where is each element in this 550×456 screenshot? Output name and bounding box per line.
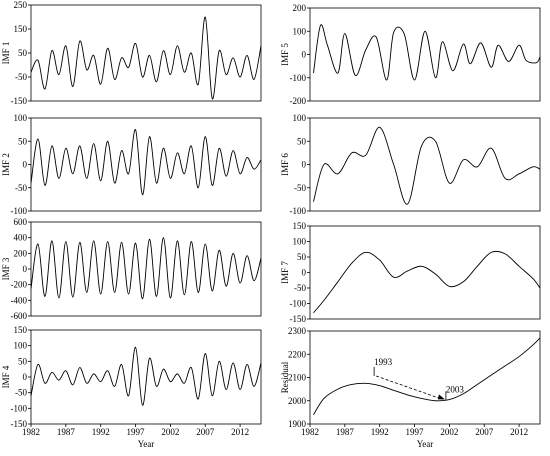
- imf4-series-line: [30, 346, 262, 406]
- imf5-series-line: [313, 24, 541, 81]
- imf3-ytick-label: -400: [11, 295, 28, 305]
- imf5-ytick-label: 100: [293, 26, 307, 36]
- residual-ytick-label: 2200: [288, 349, 307, 359]
- panel-imf6: -100 -50 0 50 100 IMF 6: [280, 113, 541, 216]
- residual-xtick-label: 1992: [371, 427, 389, 437]
- imf6-ytick-label: 0: [302, 160, 307, 170]
- imf1-plot-frame: [30, 4, 262, 102]
- imf4-ytick-label: 0: [23, 372, 28, 382]
- panel-imf4: -150 -100 -50 0 50 100 150 1982 1987 1992 1997 2002…: [1, 325, 262, 449]
- imf4-ytick-label: 50: [18, 356, 28, 366]
- residual-x-axis-label: Year: [417, 439, 434, 449]
- imf2-ytick-label: -100: [11, 206, 28, 216]
- imf4-x-axis-label: Year: [138, 439, 155, 449]
- residual-ytick-label: 2300: [288, 326, 307, 336]
- imf5-ytick-label: -100: [290, 73, 307, 83]
- residual-xtick-label: 2012: [510, 427, 528, 437]
- imf6-ytick-label: 50: [297, 136, 307, 146]
- panel-imf2: -100 -50 0 50 100 IMF 2: [1, 113, 262, 216]
- residual-annotation-label: 2003: [446, 384, 465, 394]
- panel-imf3: -600 -400 -200 0 200 400 600 IMF 3: [1, 217, 262, 321]
- imf4-xtick-label: 1987: [57, 427, 76, 437]
- panel-imf1: -150 -50 50 150 250 IMF 1: [1, 0, 262, 106]
- imf1-ytick-label: 150: [14, 24, 28, 34]
- imf4-xtick-label: 1982: [22, 427, 40, 437]
- residual-ytick-label: 2100: [288, 373, 307, 383]
- imf4-ytick-label: 100: [14, 341, 28, 351]
- imf3-y-axis-label: IMF 3: [1, 257, 11, 280]
- imf5-ytick-label: 200: [293, 3, 307, 13]
- imf3-series-line: [30, 237, 262, 300]
- imf1-series-line: [30, 16, 262, 100]
- imf6-y-axis-label: IMF 6: [280, 153, 290, 176]
- imf1-y-axis-label: IMF 1: [1, 42, 11, 65]
- imf3-ytick-label: 400: [14, 233, 28, 243]
- imf1-ytick-label: -50: [15, 72, 27, 82]
- imf6-ytick-label: 100: [293, 113, 307, 123]
- imf3-ytick-label: -200: [11, 280, 28, 290]
- imf4-xtick-label: 2012: [231, 427, 249, 437]
- imf2-ytick-label: 0: [23, 160, 28, 170]
- imf1-ytick-label: 250: [14, 0, 28, 10]
- imf5-ytick-label: -200: [290, 96, 307, 106]
- imf4-xtick-label: 2002: [161, 427, 179, 437]
- imf4-xtick-label: 1992: [92, 427, 110, 437]
- imf7-y-axis-label: IMF 7: [280, 261, 290, 284]
- imf4-ytick-label: -50: [15, 388, 27, 398]
- imf5-plot-frame: [309, 7, 541, 102]
- imf4-ytick-label: -150: [11, 419, 28, 429]
- imf2-y-axis-label: IMF 2: [1, 153, 11, 176]
- imf7-ytick-label: 0: [302, 268, 307, 278]
- panel-residual: 1900 2000 2100 2200 2300 1982 1987 1992 1997 2002…: [280, 326, 541, 449]
- imf5-ytick-label: 0: [302, 50, 307, 60]
- residual-xtick-label: 2002: [440, 427, 458, 437]
- residual-y-axis-label: Residual: [280, 361, 290, 393]
- residual-xtick-label: 2007: [475, 427, 494, 437]
- residual-plot-frame: [309, 330, 541, 425]
- imf5-y-axis-label: IMF 5: [280, 43, 290, 66]
- imf4-plot-frame: [30, 329, 262, 425]
- imf4-y-axis-label: IMF 4: [1, 365, 11, 388]
- imf4-xtick-label: 2007: [196, 427, 215, 437]
- imf7-ytick-label: -50: [294, 283, 306, 293]
- imf3-ytick-label: 0: [23, 264, 28, 274]
- imf3-ytick-label: 600: [14, 217, 28, 227]
- imf6-ytick-label: -50: [294, 183, 306, 193]
- residual-series-line: [313, 337, 541, 415]
- imf7-ytick-label: 50: [297, 252, 307, 262]
- imf7-ytick-label: -150: [290, 314, 307, 324]
- imf6-ytick-label: -100: [290, 206, 307, 216]
- imf3-ytick-label: 200: [14, 248, 28, 258]
- imf7-ytick-label: 150: [293, 221, 307, 231]
- imf4-ytick-label: -100: [11, 403, 28, 413]
- imf4-ytick-label: 150: [14, 325, 28, 335]
- imf1-ytick-label: -150: [11, 96, 28, 106]
- residual-annotation-arrowhead: [437, 394, 445, 400]
- imf2-ytick-label: 100: [14, 113, 28, 123]
- residual-xtick-label: 1987: [336, 427, 355, 437]
- imf7-ytick-label: 100: [293, 237, 307, 247]
- imf3-ytick-label: -600: [11, 311, 28, 321]
- imf2-ytick-label: -50: [15, 183, 27, 193]
- imf2-series-line: [30, 129, 262, 196]
- imf2-ytick-label: 50: [18, 136, 28, 146]
- imf1-ytick-label: 50: [18, 48, 28, 58]
- imf7-ytick-label: -100: [290, 299, 307, 309]
- residual-ytick-label: 2000: [288, 396, 307, 406]
- residual-xtick-label: 1982: [301, 427, 319, 437]
- residual-ytick-label: 1900: [288, 419, 307, 429]
- imf6-series-line: [313, 126, 541, 205]
- imf4-xtick-label: 1997: [127, 427, 146, 437]
- panel-imf7: -150 -100 -50 0 50 100 150 IMF 7: [280, 221, 541, 324]
- residual-annotation-label: 1993: [374, 357, 393, 367]
- residual-xtick-label: 1997: [406, 427, 425, 437]
- panel-imf5: -200 -100 0 100 200 IMF 5: [280, 3, 541, 106]
- imf7-series-line: [313, 250, 541, 314]
- residual-annotation-arrow: [375, 375, 444, 400]
